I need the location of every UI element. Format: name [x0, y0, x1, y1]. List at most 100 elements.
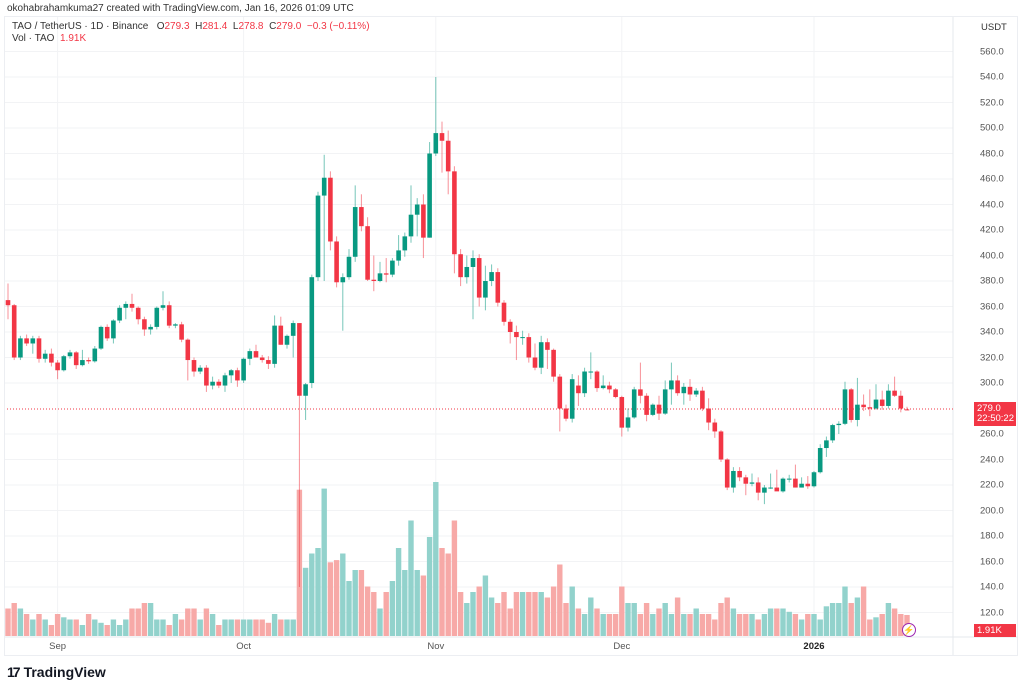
candle-body [445, 140, 451, 172]
candle-body [86, 360, 91, 362]
price-tick: 160.0 [980, 556, 1004, 567]
volume-bar [247, 619, 253, 636]
volume-bar [817, 619, 823, 636]
volume-bar [532, 592, 538, 636]
symbol-name[interactable]: TAO / TetherUS · 1D · Binance [12, 21, 149, 32]
volume-bar [854, 597, 861, 636]
candle-body [278, 325, 284, 345]
candle-body [644, 395, 649, 415]
chart-credit: okohabrahamkuma27 created with TradingVi… [7, 3, 354, 14]
volume-bar [98, 622, 104, 636]
volume-bar [643, 603, 650, 636]
volume-bar [792, 614, 799, 636]
candle-body [848, 389, 854, 420]
candle-body [433, 133, 439, 154]
volume-bar [736, 614, 743, 636]
lightning-icon[interactable]: ⚡ [902, 623, 916, 637]
candle-body [61, 356, 67, 371]
price-tick: 200.0 [980, 505, 1004, 516]
volume-bar [383, 592, 389, 636]
candle-body [786, 478, 792, 480]
volume-bar [259, 619, 265, 636]
candle-body [817, 448, 823, 473]
volume-bar [464, 603, 470, 636]
volume-bar [420, 575, 427, 636]
candle-body [80, 360, 85, 366]
volume-bar [30, 619, 36, 636]
tradingview-mark-icon: 17 [7, 664, 21, 680]
volume-bar [5, 608, 11, 636]
volume-bar [544, 597, 551, 636]
candle-body [235, 370, 240, 381]
candle-body [377, 273, 383, 281]
candle-body [204, 367, 209, 386]
candle-body [458, 254, 463, 278]
candle-body [247, 351, 253, 359]
candle-body [489, 272, 494, 281]
price-tick: 460.0 [980, 173, 1004, 185]
logo-text: TradingView [23, 664, 106, 680]
candle-body [886, 390, 891, 406]
tradingview-logo[interactable]: 17 TradingView [7, 664, 106, 680]
candle-body [755, 482, 761, 493]
volume-bar [333, 560, 340, 636]
volume-bar [23, 614, 30, 636]
candle-body [36, 338, 42, 359]
candle-body [774, 487, 780, 492]
candle-body [49, 353, 54, 363]
volume-bar [581, 614, 588, 636]
time-tick: Dec [613, 641, 631, 652]
volume-bar [538, 592, 544, 636]
time-tick: 2026 [803, 641, 825, 652]
price-tick: 120.0 [980, 607, 1004, 618]
time-tick: Oct [236, 641, 251, 652]
candle-body [352, 207, 358, 257]
volume-label[interactable]: Vol · TAO [12, 33, 55, 44]
volume-bar [265, 622, 272, 636]
volume-bar [222, 619, 228, 636]
volume-bar [867, 619, 873, 636]
candle-body [148, 326, 153, 330]
volume-bar [414, 570, 420, 636]
volume-bar [594, 608, 600, 636]
volume-bar [743, 614, 749, 636]
candle-body [303, 384, 308, 396]
currency-unit[interactable]: USDT [981, 22, 1007, 33]
volume-bar [656, 608, 662, 636]
ohlc-row: TAO / TetherUS · 1D · Binance O279.3 H28… [12, 21, 370, 33]
high-value: 281.4 [202, 21, 228, 32]
volume-bar [290, 619, 296, 636]
candle-body [414, 204, 420, 215]
volume-bar [668, 614, 675, 636]
volume-bar [891, 608, 898, 636]
candle-body [904, 409, 910, 411]
candle-body [867, 407, 873, 409]
candle-body [402, 236, 408, 251]
price-tick: 480.0 [980, 148, 1004, 159]
candle-body [383, 273, 389, 275]
price-tick: 180.0 [980, 530, 1004, 542]
candle-body [483, 281, 488, 298]
candle-body [780, 478, 786, 492]
volume-bar [885, 603, 892, 636]
volume-bar [358, 570, 365, 636]
volume-bar [699, 614, 706, 636]
volume-bar [426, 537, 433, 636]
candle-body [297, 323, 302, 396]
candle-body [272, 325, 277, 364]
candle-body [160, 305, 166, 308]
candle-body [154, 307, 160, 327]
volume-bar [879, 614, 885, 636]
volume-bar [240, 619, 247, 636]
candle-body [476, 258, 482, 298]
candle-body [228, 370, 234, 376]
candle-body [321, 177, 327, 196]
price-tick: 520.0 [980, 97, 1004, 108]
volume-bar [54, 614, 61, 636]
volume-bar [476, 586, 482, 636]
candle-body [619, 397, 625, 428]
time-tick: Nov [427, 641, 445, 652]
close-label: C [269, 21, 277, 32]
candle-body [73, 352, 79, 366]
